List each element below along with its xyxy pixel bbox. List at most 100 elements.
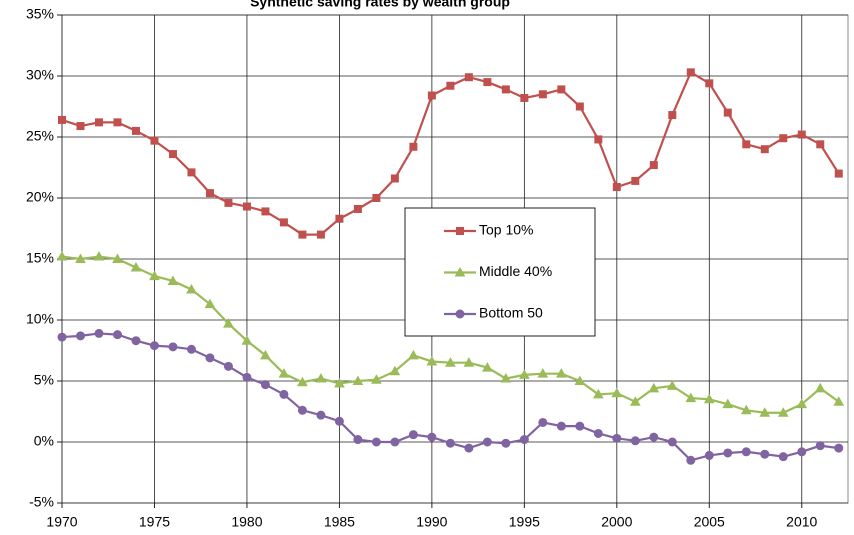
- marker: [187, 168, 196, 177]
- marker: [742, 140, 751, 149]
- legend-label: Middle 40%: [479, 263, 552, 279]
- marker: [371, 374, 382, 384]
- marker: [723, 108, 732, 117]
- marker: [686, 455, 696, 465]
- marker: [316, 230, 325, 239]
- marker: [500, 373, 512, 383]
- marker: [205, 353, 215, 363]
- marker: [297, 405, 307, 415]
- marker: [335, 214, 344, 223]
- marker: [353, 435, 363, 445]
- y-tick-label: 35%: [26, 6, 54, 22]
- marker: [260, 349, 271, 360]
- legend-marker: [455, 309, 465, 319]
- marker: [168, 342, 178, 352]
- legend-marker: [454, 266, 466, 277]
- marker: [592, 388, 604, 399]
- x-tick-label: 1985: [324, 514, 355, 530]
- marker: [760, 449, 770, 459]
- marker: [703, 393, 715, 404]
- marker: [390, 437, 400, 447]
- marker: [389, 365, 401, 376]
- y-tick-label: 0%: [34, 433, 54, 449]
- marker: [57, 332, 67, 342]
- marker: [759, 407, 771, 417]
- marker: [112, 253, 123, 263]
- legend-label: Bottom 50: [479, 305, 543, 321]
- legend-label: Top 10%: [479, 222, 533, 238]
- x-tick-label: 2005: [694, 514, 725, 530]
- series: [56, 251, 845, 417]
- marker: [446, 81, 455, 90]
- marker: [149, 270, 160, 281]
- marker: [537, 368, 549, 378]
- marker: [205, 189, 214, 198]
- marker: [574, 375, 586, 385]
- marker: [557, 85, 566, 94]
- legend-marker: [456, 227, 464, 235]
- marker: [149, 341, 159, 351]
- marker: [814, 382, 826, 393]
- marker: [279, 389, 289, 399]
- marker: [630, 436, 640, 446]
- x-tick-label: 2010: [786, 514, 817, 530]
- marker: [760, 145, 769, 154]
- marker: [777, 407, 789, 417]
- marker: [278, 368, 290, 378]
- marker: [667, 437, 677, 447]
- marker: [409, 142, 418, 151]
- marker: [261, 207, 270, 216]
- marker: [648, 382, 660, 393]
- marker: [704, 450, 714, 460]
- marker: [408, 430, 418, 440]
- marker: [815, 441, 825, 451]
- marker: [150, 136, 159, 145]
- y-tick-label: 15%: [26, 250, 54, 266]
- marker: [518, 369, 530, 379]
- marker: [593, 428, 603, 438]
- marker: [75, 331, 85, 341]
- marker: [741, 447, 751, 457]
- marker: [482, 437, 492, 447]
- marker: [445, 357, 456, 367]
- marker: [482, 362, 493, 372]
- marker: [464, 73, 473, 82]
- marker: [686, 68, 695, 77]
- marker: [297, 376, 308, 387]
- marker: [501, 85, 510, 94]
- marker: [816, 140, 825, 149]
- marker: [352, 375, 364, 385]
- marker: [353, 204, 362, 213]
- marker: [685, 392, 697, 403]
- marker: [390, 174, 399, 183]
- marker: [463, 357, 475, 367]
- marker: [168, 150, 177, 159]
- marker: [778, 452, 788, 462]
- marker: [575, 102, 584, 111]
- marker: [76, 122, 85, 131]
- marker: [408, 349, 419, 360]
- marker: [56, 251, 68, 261]
- marker: [483, 78, 492, 87]
- marker: [629, 396, 641, 406]
- marker: [334, 416, 344, 426]
- marker: [796, 398, 808, 409]
- marker: [833, 396, 845, 406]
- marker: [631, 176, 640, 185]
- y-tick-label: 20%: [26, 189, 54, 205]
- marker: [204, 298, 216, 309]
- y-tick-label: 30%: [26, 67, 54, 83]
- marker: [834, 443, 844, 453]
- marker: [797, 130, 806, 139]
- marker: [94, 328, 104, 338]
- marker: [834, 169, 843, 178]
- marker: [186, 344, 196, 354]
- marker: [612, 433, 622, 443]
- marker: [112, 330, 122, 340]
- marker: [705, 79, 714, 88]
- series: [58, 68, 843, 239]
- marker: [242, 372, 252, 382]
- marker: [241, 335, 253, 345]
- marker: [797, 447, 807, 457]
- marker: [519, 435, 529, 445]
